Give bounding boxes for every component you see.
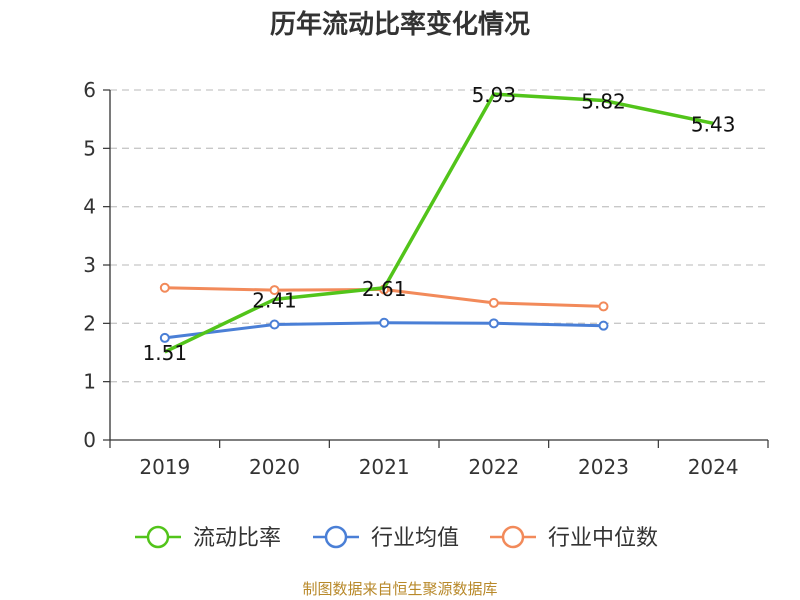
x-tick-label: 2019 bbox=[139, 455, 190, 479]
axes: 0 1 2 3 4 5 6 2019 2020 2021 2022 2023 2024 bbox=[83, 78, 768, 479]
data-label: 2.41 bbox=[252, 288, 297, 312]
line-chart: 历年流动比率变化情况 0 1 2 3 4 5 6 2019 2020 2021 2022 2023 20… bbox=[0, 0, 800, 600]
x-tick-label: 2021 bbox=[359, 455, 410, 479]
data-point bbox=[600, 302, 608, 310]
x-tick-label: 2022 bbox=[468, 455, 519, 479]
data-label: 5.82 bbox=[581, 90, 626, 114]
y-tick-label: 4 bbox=[83, 195, 96, 219]
legend-item-2[interactable]: 行业均值 bbox=[313, 526, 459, 551]
y-tick-label: 6 bbox=[83, 78, 96, 102]
data-label: 5.43 bbox=[691, 112, 736, 136]
data-point bbox=[380, 319, 388, 327]
grid bbox=[110, 90, 768, 382]
source-note: 制图数据来自恒生聚源数据库 bbox=[302, 580, 497, 598]
y-tick-label: 0 bbox=[83, 428, 96, 452]
legend-marker-icon bbox=[326, 527, 346, 547]
chart-title: 历年流动比率变化情况 bbox=[270, 9, 530, 40]
series-layer bbox=[161, 94, 713, 352]
x-tick-label: 2023 bbox=[578, 455, 629, 479]
data-point bbox=[490, 299, 498, 307]
data-label: 2.61 bbox=[362, 277, 407, 301]
legend-marker-icon bbox=[148, 527, 168, 547]
data-label: 5.93 bbox=[472, 83, 517, 107]
data-point bbox=[600, 322, 608, 330]
legend-item-1[interactable]: 流动比率 bbox=[135, 526, 281, 551]
x-tick-label: 2020 bbox=[249, 455, 300, 479]
legend[interactable]: 流动比率 行业均值 行业中位数 bbox=[135, 526, 658, 551]
legend-label: 流动比率 bbox=[193, 526, 281, 551]
y-tick-label: 3 bbox=[83, 253, 96, 277]
data-point bbox=[271, 321, 279, 329]
legend-label: 行业均值 bbox=[371, 526, 459, 551]
y-tick-label: 2 bbox=[83, 311, 96, 335]
x-tick-label: 2024 bbox=[688, 455, 739, 479]
legend-item-3[interactable]: 行业中位数 bbox=[490, 526, 658, 551]
data-label: 1.51 bbox=[143, 341, 188, 365]
data-point bbox=[490, 319, 498, 327]
series-line-1 bbox=[165, 94, 713, 352]
y-tick-label: 1 bbox=[83, 370, 96, 394]
y-tick-label: 5 bbox=[83, 136, 96, 160]
legend-label: 行业中位数 bbox=[548, 526, 658, 551]
legend-marker-icon bbox=[503, 527, 523, 547]
data-point bbox=[161, 284, 169, 292]
